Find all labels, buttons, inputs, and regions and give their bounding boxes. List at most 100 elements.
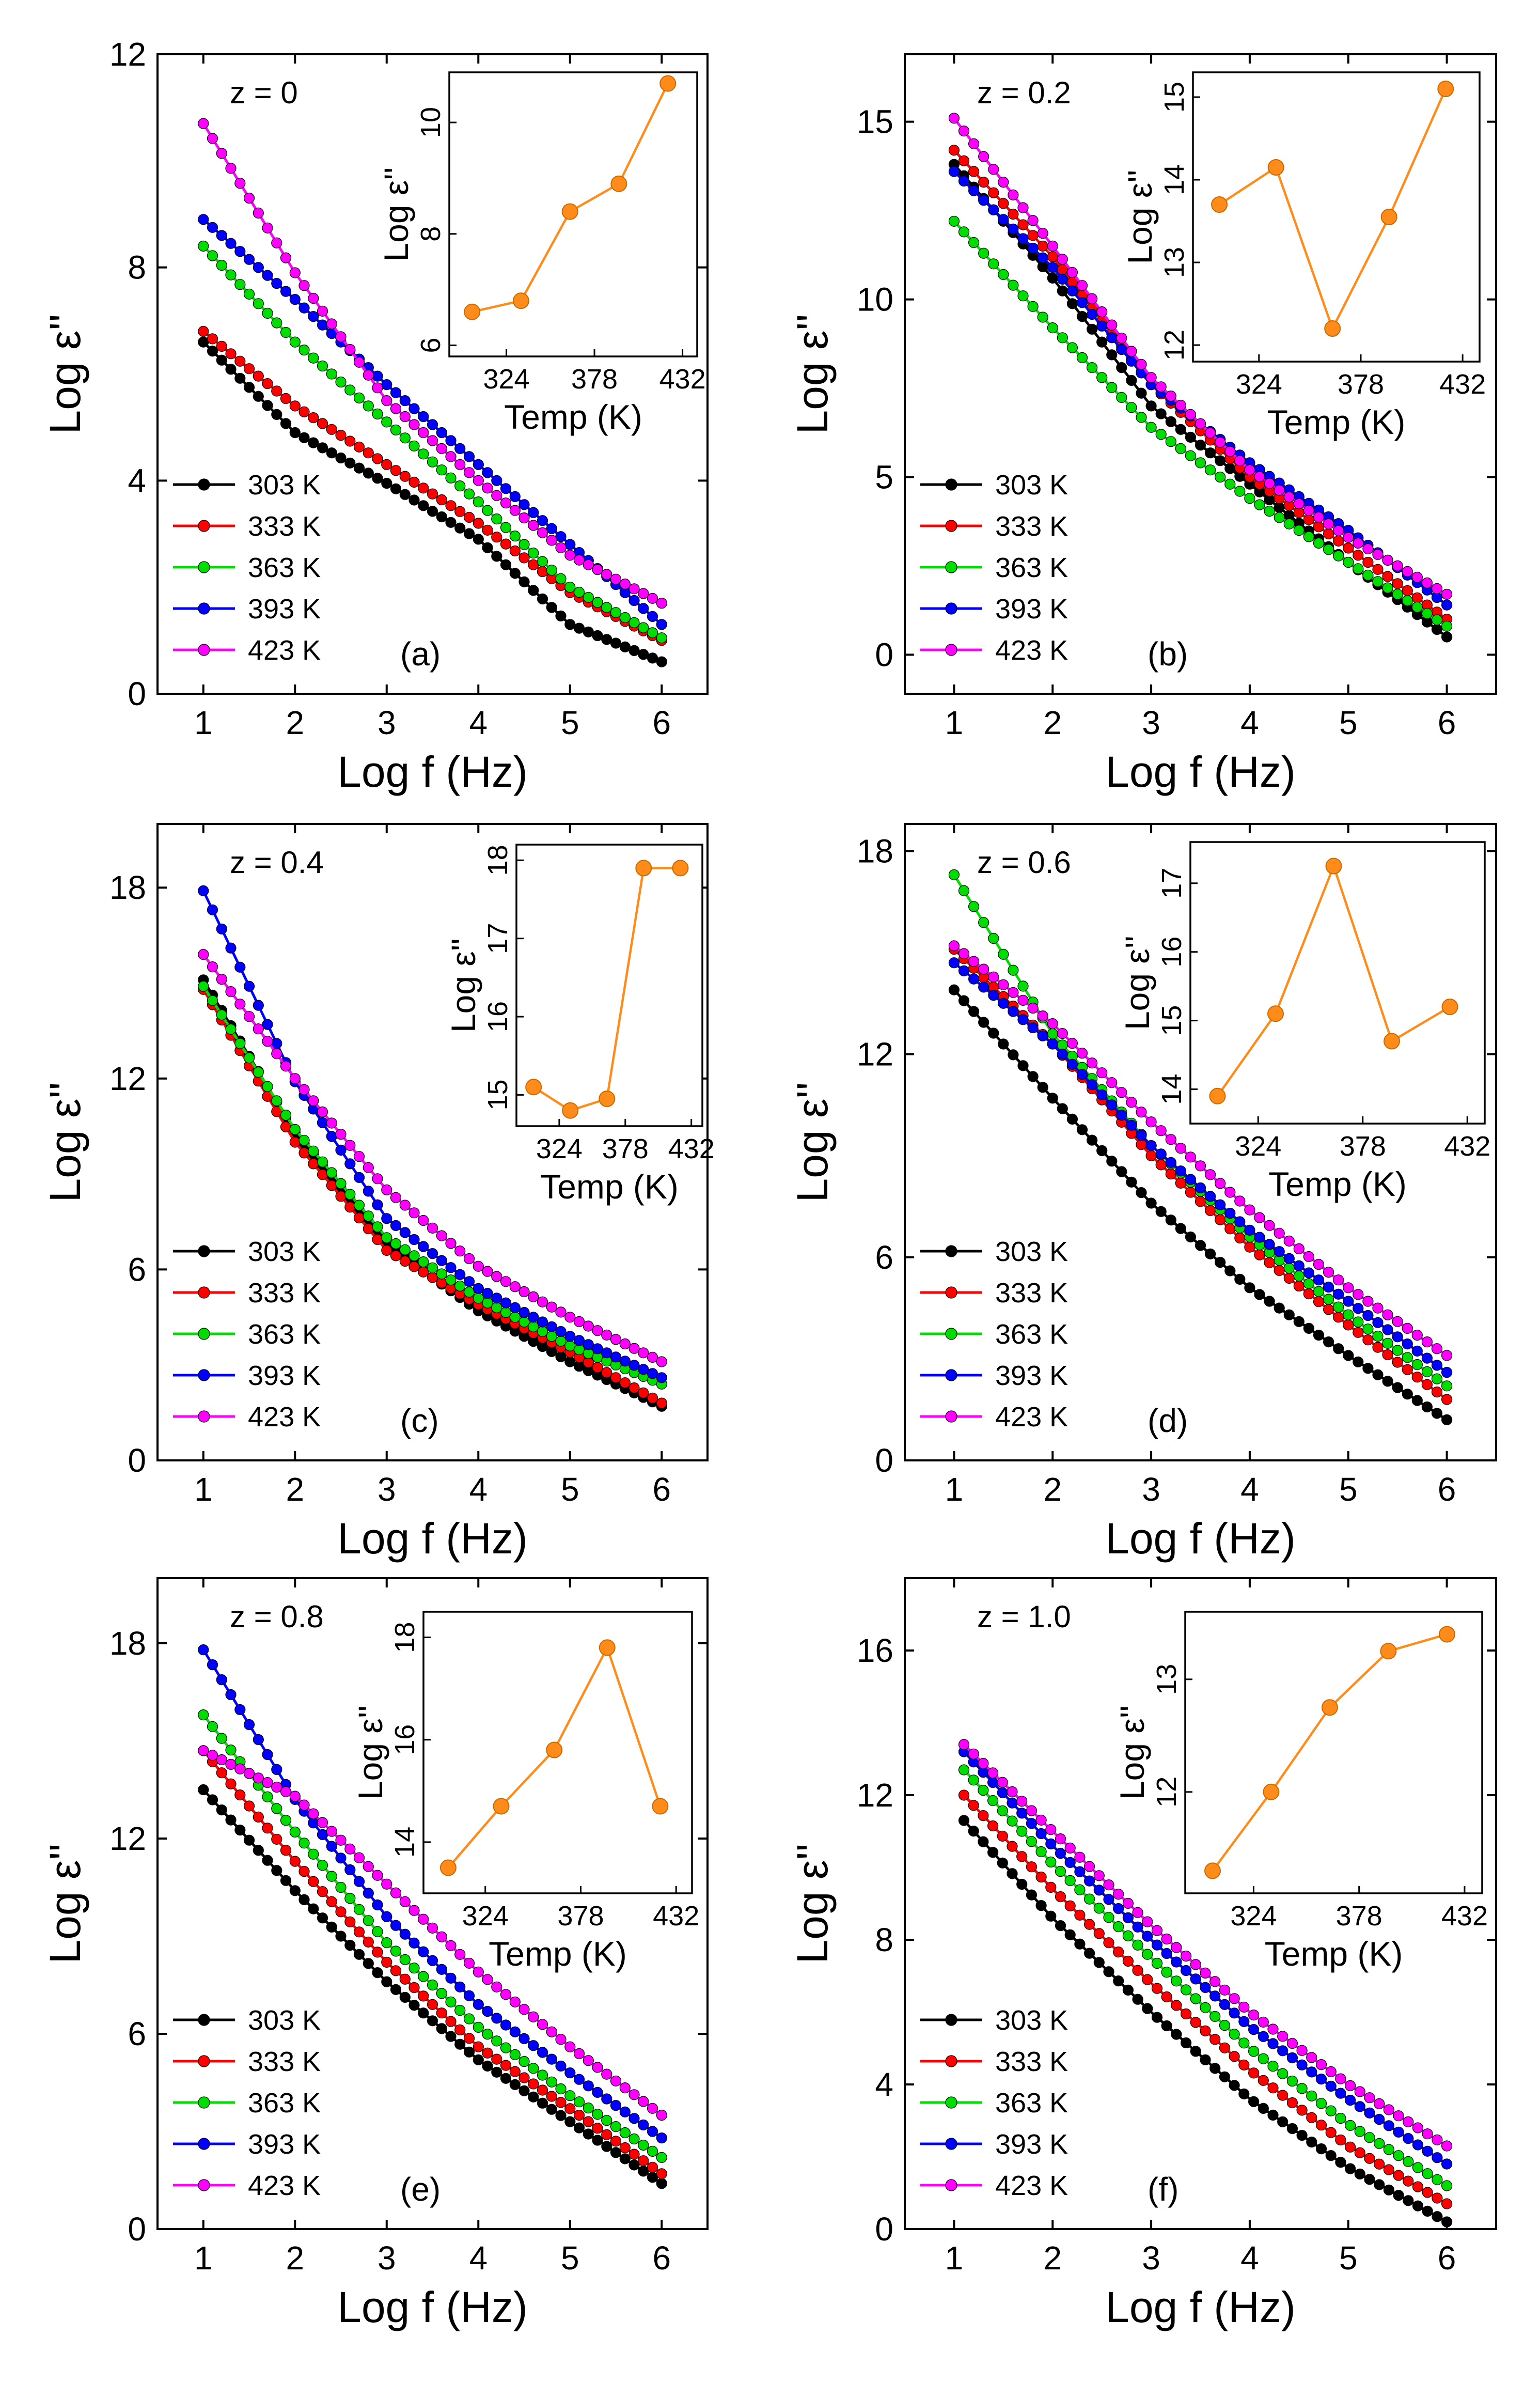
data-point [1411,1372,1423,1383]
data-point [344,1940,356,1951]
legend-marker [945,478,957,491]
data-point [436,1988,447,1999]
inset-data-point [1204,1862,1221,1879]
data-point [601,569,612,580]
x-tick-label: 5 [1339,2239,1358,2277]
data-point [1283,491,1295,503]
data-point [363,1888,374,1899]
data-point [253,207,264,219]
data-point [537,1316,548,1328]
legend-label: 333 K [248,2046,321,2077]
data-point [1027,1002,1039,1014]
data-point [1432,2174,1443,2185]
data-point [418,1990,429,2002]
data-point [1264,1220,1275,1231]
x-tick-label: 6 [652,704,671,741]
data-point [418,448,429,460]
data-point [243,1052,255,1064]
legend-marker [945,602,957,615]
data-point [573,1344,585,1356]
data-point [1205,447,1216,459]
data-point [463,2013,475,2025]
y-tick-label: 15 [857,103,893,141]
data-point [390,1887,402,1898]
data-point [1151,2012,1163,2023]
data-point [948,215,960,227]
data-point [1145,1140,1157,1151]
series-393-k [198,1644,667,2144]
legend-entry: 393 K [920,594,1068,625]
data-point [234,372,246,384]
data-point [363,1223,374,1235]
legend-marker [198,2055,210,2067]
data-point [372,1926,383,1937]
data-point [207,333,218,345]
data-point [289,1885,301,1896]
data-point [592,2109,603,2120]
data-point [1254,499,1265,510]
legend-label: 393 K [248,594,321,625]
data-point [253,370,264,382]
data-point [1286,2123,1298,2135]
data-point [317,418,328,429]
data-point [1313,511,1325,523]
data-point [326,1841,337,1852]
data-point [216,1767,227,1779]
series-363-k [958,1764,1453,2191]
data-point [1209,1990,1221,2002]
data-point [1185,1174,1196,1185]
data-point [601,1329,612,1341]
data-point [1155,1148,1167,1160]
data-point [528,2040,539,2051]
data-point [271,409,282,421]
legend-entry: 303 K [920,2005,1068,2036]
data-point [454,443,466,455]
data-point [1122,1912,1134,1923]
data-point [289,1073,301,1084]
data-point [427,419,438,430]
legend-label: 393 K [995,594,1068,625]
data-point [1392,588,1403,600]
data-point [1017,980,1029,992]
data-point [1007,1797,1018,1809]
data-point [1066,267,1078,278]
data-point [243,288,255,300]
data-point [988,989,999,1001]
data-point [1047,272,1058,284]
data-point [207,133,218,144]
data-point [1076,297,1088,308]
data-point [1403,2195,1414,2206]
data-point [1333,1301,1344,1313]
data-point [1096,306,1108,318]
data-point [445,1238,457,1249]
data-point [948,145,960,156]
data-point [1274,1302,1285,1314]
panel-tag: (c) [400,1402,439,1439]
data-point [418,1241,429,1252]
data-point [198,948,209,960]
legend-entry: 363 K [920,1319,1068,1350]
data-point [988,258,999,270]
data-point [1047,1093,1058,1104]
data-point [1008,964,1019,976]
data-point [1093,1885,1105,1896]
inset-y-axis-title: Log ε'' [377,167,415,261]
legend-marker [198,1328,210,1340]
data-point [1402,1338,1413,1350]
data-point [1106,332,1118,344]
data-point [427,2015,438,2027]
data-point [381,459,392,471]
data-point [1431,1360,1443,1371]
data-point [1195,1196,1206,1207]
data-point [968,973,980,985]
data-point [1165,1157,1176,1168]
legend-label: 303 K [995,2005,1068,2036]
data-point [1161,1991,1172,2003]
data-point [271,317,282,329]
data-point [647,1351,658,1363]
data-point [948,940,960,952]
data-point [280,1845,292,1856]
composition-label: z = 1.0 [977,1599,1071,1634]
